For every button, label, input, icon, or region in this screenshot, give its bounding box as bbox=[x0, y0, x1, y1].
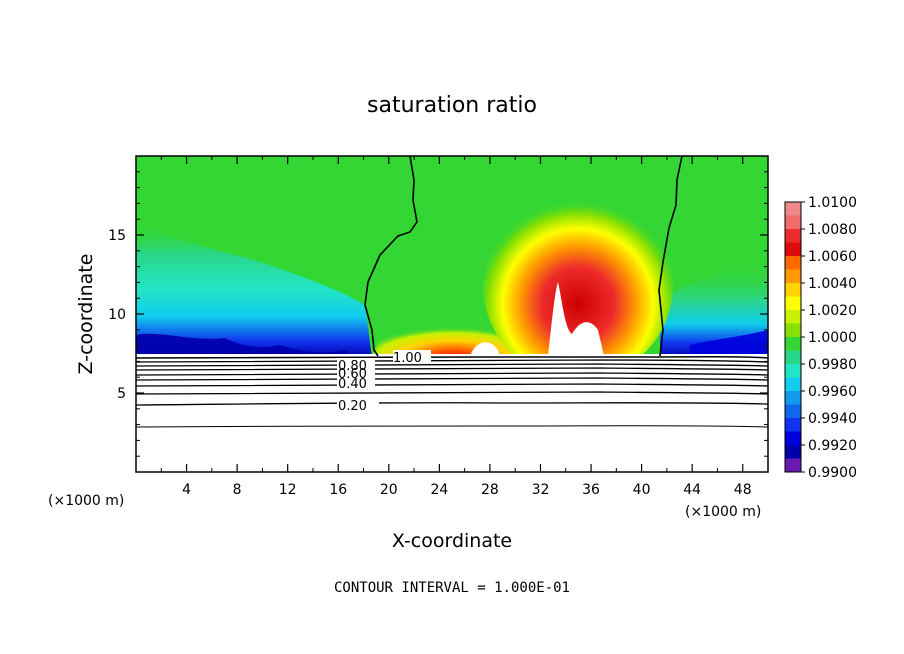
chart-title: saturation ratio bbox=[367, 93, 537, 118]
contour-line-0-10 bbox=[136, 425, 768, 428]
x-tick-label-44: 44 bbox=[683, 482, 701, 498]
saturation-line-right bbox=[658, 156, 683, 357]
cloud-hole-left bbox=[470, 342, 500, 356]
colorbar-label-0.9960: 0.9960 bbox=[808, 384, 857, 400]
x-tick-label-36: 36 bbox=[582, 482, 600, 498]
x-tick-label-32: 32 bbox=[532, 482, 550, 498]
contour-line-1-00 bbox=[136, 356, 768, 359]
contour-line-0-50 bbox=[136, 377, 768, 381]
colorbar-label-1.0020: 1.0020 bbox=[808, 303, 857, 319]
colorbar-swatch bbox=[785, 256, 801, 270]
colorbar-swatch bbox=[785, 458, 801, 473]
colorbar-label-1.0000: 1.0000 bbox=[808, 330, 857, 346]
colorbar-swatch bbox=[785, 296, 801, 311]
x-tick-label-12: 12 bbox=[279, 482, 297, 498]
colorbar-swatch bbox=[785, 377, 801, 392]
x-axis-ticks: 4 8 12 16 20 24 28 32 36 40 44 48 bbox=[160, 156, 752, 498]
contour-line-0-90 bbox=[136, 359, 768, 363]
colorbar-swatch bbox=[785, 445, 801, 459]
x-unit-label-right: (×1000 m) bbox=[685, 504, 761, 520]
contour-line-0-70 bbox=[136, 367, 768, 371]
dry-region-left bbox=[136, 220, 372, 358]
colorbar bbox=[784, 201, 802, 473]
colorbar-swatch bbox=[785, 215, 801, 230]
supersaturated-core bbox=[483, 190, 673, 380]
colorbar-swatch bbox=[785, 202, 801, 216]
x-axis-title: X-coordinate bbox=[392, 530, 512, 552]
colorbar-swatch bbox=[785, 269, 801, 284]
colorbar-label-0.9940: 0.9940 bbox=[808, 411, 857, 427]
y-tick-label-15: 15 bbox=[108, 228, 126, 244]
x-tick-label-24: 24 bbox=[430, 482, 448, 498]
saturation-line-left bbox=[364, 156, 418, 357]
contour-line-0-40 bbox=[136, 383, 768, 387]
dry-band-deep bbox=[136, 333, 355, 358]
x-unit-label-left: (×1000 m) bbox=[48, 493, 124, 509]
colorbar-swatch bbox=[785, 337, 801, 351]
contour-line-0-20 bbox=[136, 402, 768, 406]
colorbar-label-0.9900: 0.9900 bbox=[808, 465, 857, 481]
contour-label-0-40: 0.40 bbox=[338, 377, 367, 392]
cloud-hole bbox=[548, 282, 604, 356]
contour-label-0-80: 0.80 bbox=[338, 359, 367, 374]
contour-label-1-00: 1.00 bbox=[393, 351, 422, 366]
y-tick-label-10: 10 bbox=[108, 307, 126, 323]
x-tick-label-4: 4 bbox=[182, 482, 191, 498]
contour-line-0-80 bbox=[136, 363, 768, 367]
colorbar-swatch bbox=[785, 418, 801, 432]
colorbar-label-0.9920: 0.9920 bbox=[808, 438, 857, 454]
colorbar-swatch bbox=[785, 350, 801, 365]
colorbar-label-1.0100: 1.0100 bbox=[808, 195, 857, 211]
colorbar-swatch bbox=[785, 229, 801, 243]
colorbar-swatch bbox=[785, 242, 801, 257]
contour-labels: 1.00 0.80 0.60 0.40 0.20 bbox=[337, 350, 431, 414]
x-tick-label-48: 48 bbox=[734, 482, 752, 498]
x-tick-label-28: 28 bbox=[481, 482, 499, 498]
colorbar-swatch bbox=[785, 323, 801, 338]
colorbar-swatch bbox=[785, 310, 801, 324]
x-tick-label-16: 16 bbox=[329, 482, 347, 498]
colorbar-swatch bbox=[785, 431, 801, 446]
colorbar-swatch bbox=[785, 391, 801, 405]
colorbar-swatch bbox=[785, 404, 801, 419]
colorbar-swatch bbox=[785, 364, 801, 378]
x-tick-label-20: 20 bbox=[380, 482, 398, 498]
contour-line-0-30 bbox=[136, 391, 768, 395]
x-tick-label-40: 40 bbox=[633, 482, 651, 498]
contour-line-0-60 bbox=[136, 372, 768, 376]
y-tick-label-5: 5 bbox=[117, 386, 126, 402]
contour-lines bbox=[136, 356, 768, 428]
dry-region-right bbox=[660, 262, 768, 358]
colorbar-label-1.0060: 1.0060 bbox=[808, 249, 857, 265]
colorbar-label-0.9980: 0.9980 bbox=[808, 357, 857, 373]
colorbar-labels: 1.0100 1.0080 1.0060 1.0040 1.0020 1.0000 0.99… bbox=[801, 195, 857, 481]
subsaturated-gap bbox=[136, 354, 768, 472]
contour-field bbox=[136, 156, 768, 472]
contour-interval-note: CONTOUR INTERVAL = 1.000E-01 bbox=[334, 580, 570, 596]
x-tick-label-8: 8 bbox=[233, 482, 242, 498]
y-axis-title: Z-coordinate bbox=[75, 254, 97, 375]
colorbar-swatch bbox=[785, 283, 801, 297]
contour-label-0-20: 0.20 bbox=[338, 399, 367, 414]
colorbar-label-1.0080: 1.0080 bbox=[808, 222, 857, 238]
colorbar-label-1.0040: 1.0040 bbox=[808, 276, 857, 292]
y-axis-ticks: 5 10 15 bbox=[108, 171, 768, 457]
dry-band-deep-right bbox=[690, 330, 768, 358]
